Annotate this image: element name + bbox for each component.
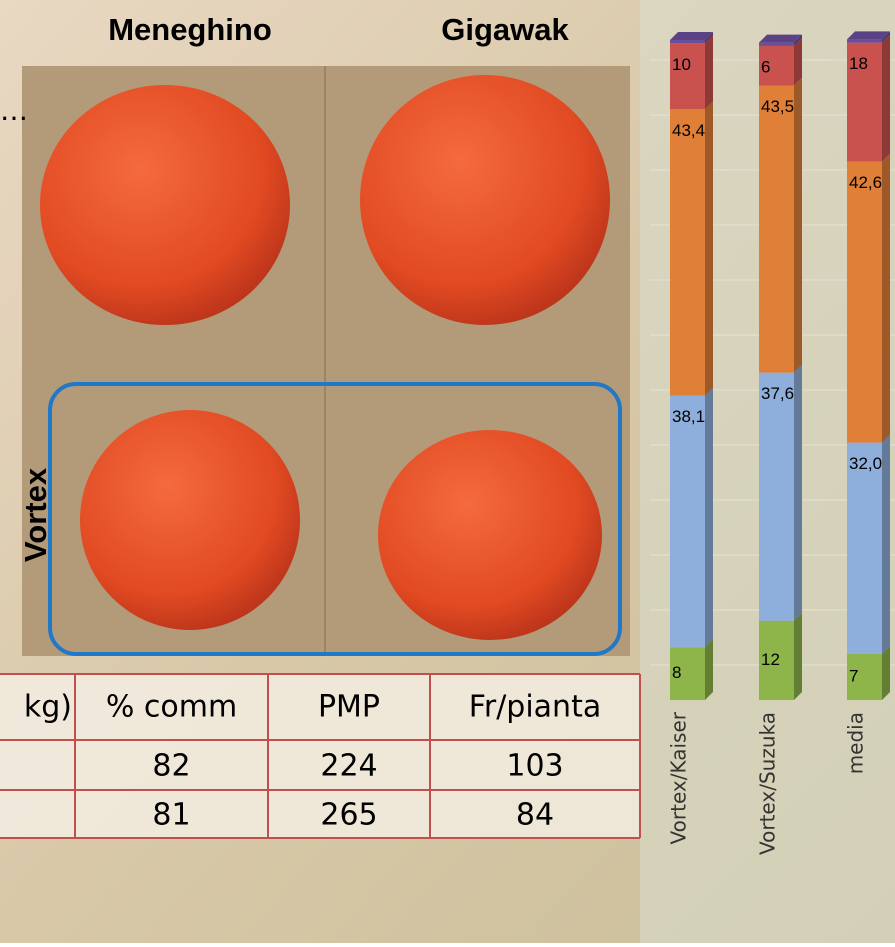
- data-label: 38,1: [672, 407, 705, 426]
- bar-side: [794, 78, 802, 373]
- tomato: [40, 85, 290, 325]
- data-label: 8: [672, 663, 681, 682]
- bar-segment: [670, 396, 705, 647]
- table-header: kg): [24, 690, 72, 725]
- ellipsis: …: [0, 94, 28, 127]
- data-label: 7: [849, 666, 858, 685]
- data-label: 43,5: [761, 97, 794, 116]
- table: kg) % comm PMP Fr/pianta 82 224 103 81 265 84: [0, 674, 640, 838]
- table-cell: 84: [516, 798, 554, 833]
- bar-side: [705, 388, 713, 647]
- bar-segment: [670, 109, 705, 395]
- data-label: 43,4: [672, 121, 705, 140]
- x-tick-label: media: [844, 712, 868, 774]
- slide: Meneghino Gigawak Vortex … kg) % comm PMP F…: [0, 0, 895, 943]
- table-cell: 81: [152, 798, 190, 833]
- table-cell: 224: [320, 749, 377, 784]
- photo-label: Vortex: [18, 467, 53, 562]
- data-label: 6: [761, 57, 770, 76]
- data-label: 32,0: [849, 454, 882, 473]
- x-tick-label: Vortex/Kaiser: [667, 711, 691, 844]
- data-label: 18: [849, 54, 868, 73]
- page: Meneghino Gigawak Vortex … kg) % comm PMP F…: [0, 0, 895, 943]
- chart: 8 38,1 43,4 10 Vortex/Kaiser 12 37,6 43,5 6 Vorte…: [650, 31, 895, 855]
- bar-segment: [670, 43, 705, 109]
- table-cell: 82: [152, 749, 190, 784]
- bar-side: [705, 35, 713, 109]
- data-label: 12: [761, 650, 780, 669]
- table-header: % comm: [106, 690, 237, 725]
- bar-side: [882, 646, 890, 700]
- photo-label: Meneghino: [108, 12, 272, 47]
- bar-segment: [759, 373, 794, 621]
- bar-side: [794, 38, 802, 86]
- x-tick-label: Vortex/Suzuka: [756, 712, 780, 855]
- table-header: PMP: [318, 690, 380, 725]
- bar-side: [705, 101, 713, 395]
- bar-side: [882, 35, 890, 162]
- bar-segment: [759, 86, 794, 373]
- table-header: Fr/pianta: [469, 690, 601, 725]
- data-label: 37,6: [761, 384, 794, 403]
- tomato: [360, 75, 610, 325]
- bar-side: [882, 153, 890, 442]
- bar-segment: [847, 161, 882, 442]
- bar-side: [794, 613, 802, 700]
- data-label: 10: [672, 55, 691, 74]
- bar-side: [882, 435, 890, 654]
- bar-segment: [847, 39, 882, 42]
- bar-side: [794, 365, 802, 621]
- table-cell: 265: [320, 798, 377, 833]
- data-label: 42,6: [849, 173, 882, 192]
- tomato: [80, 410, 300, 630]
- bar-segment: [759, 43, 794, 46]
- tomato: [378, 430, 602, 640]
- photo-label: Gigawak: [441, 12, 569, 47]
- bar-segment: [847, 443, 882, 654]
- bar-segment: [670, 40, 705, 43]
- bar-side: [705, 639, 713, 700]
- table-cell: 103: [506, 749, 563, 784]
